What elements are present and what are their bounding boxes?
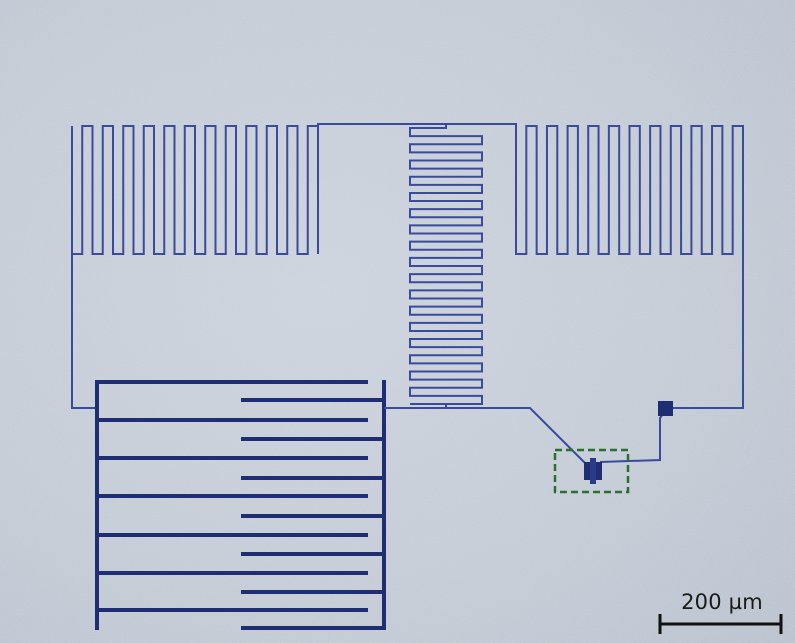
junction-highlight-box (553, 448, 630, 494)
interdigitated-capacitor (95, 380, 386, 630)
scale-bar-label: 200 µm (681, 590, 763, 614)
central-meander (409, 124, 483, 408)
left-meander-inductor (71, 125, 319, 255)
wire-segment (409, 124, 483, 408)
junction-pad-lower (584, 458, 602, 484)
right-meander-inductor (515, 125, 744, 255)
wire-segment (515, 125, 744, 255)
junction-pad-upper (658, 401, 673, 416)
wire-segment (71, 125, 319, 255)
scale-bar (658, 614, 783, 634)
